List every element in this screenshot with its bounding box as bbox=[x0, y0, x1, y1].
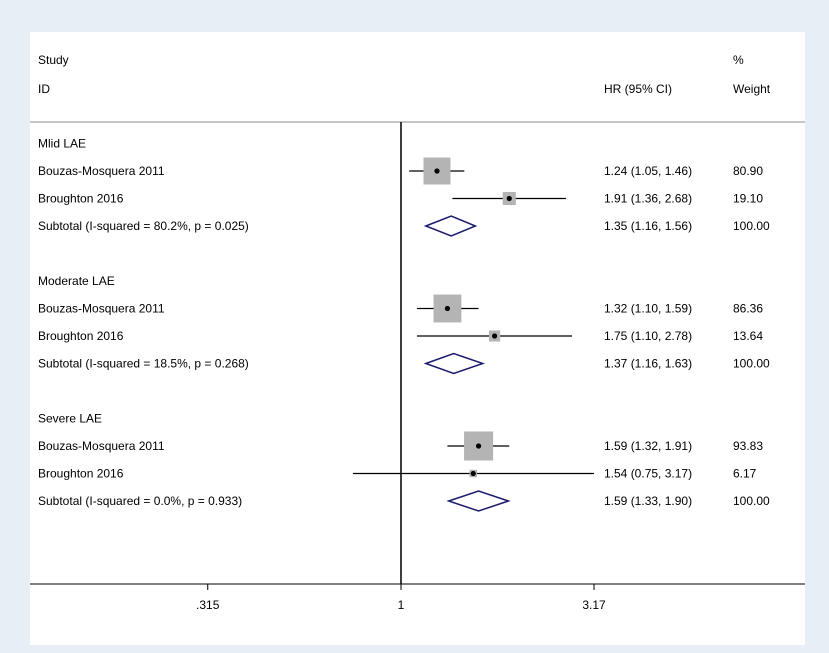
weight-value: 19.10 bbox=[733, 192, 763, 206]
subtotal-row: Subtotal (I-squared = 0.0%, p = 0.933) 1.… bbox=[38, 490, 770, 512]
point-estimate bbox=[470, 470, 476, 477]
study-id: Broughton 2016 bbox=[38, 329, 124, 343]
effect-value: 1.91 (1.36, 2.68) bbox=[604, 192, 692, 206]
study-id: Bouzas-Mosquera 2011 bbox=[38, 302, 165, 316]
study-row: Bouzas-Mosquera 2011 1.32 (1.10, 1.59) 86.… bbox=[38, 294, 763, 323]
subtotal-row: Subtotal (I-squared = 18.5%, p = 0.268) 1… bbox=[38, 352, 770, 375]
effect-value: 1.59 (1.32, 1.91) bbox=[604, 439, 692, 453]
study-id: Bouzas-Mosquera 2011 bbox=[38, 164, 165, 178]
subtotal-diamond bbox=[423, 352, 486, 375]
x-tick-label: 3.17 bbox=[582, 598, 606, 612]
x-tick-label: 1 bbox=[398, 598, 405, 612]
study-id: Broughton 2016 bbox=[38, 467, 124, 481]
subgroup-label: Mlid LAE bbox=[38, 137, 86, 151]
point-estimate bbox=[475, 443, 482, 449]
study-row: Bouzas-Mosquera 2011 1.24 (1.05, 1.46) 80.… bbox=[38, 157, 763, 185]
subtotal-effect-value: 1.35 (1.16, 1.56) bbox=[604, 219, 692, 233]
point-estimate bbox=[506, 195, 512, 202]
subtotal-weight-value: 100.00 bbox=[733, 219, 770, 233]
subtotal-diamond bbox=[446, 490, 511, 512]
study-row: Broughton 2016 1.91 (1.36, 2.68) 19.10 bbox=[38, 192, 763, 206]
table-header: Study ID HR (95% CI) % Weight bbox=[30, 53, 805, 123]
weight-value: 93.83 bbox=[733, 439, 763, 453]
x-tick-label: .315 bbox=[196, 598, 220, 612]
forest-rows: Mlid LAE Bouzas-Mosquera 2011 1.24 (1.05, … bbox=[38, 137, 770, 512]
header-study: Study bbox=[38, 53, 69, 67]
study-row: Broughton 2016 1.75 (1.10, 2.78) 13.64 bbox=[38, 329, 763, 343]
effect-value: 1.24 (1.05, 1.46) bbox=[604, 164, 692, 178]
header-percent: % bbox=[733, 53, 744, 67]
study-row: Bouzas-Mosquera 2011 1.59 (1.32, 1.91) 93.… bbox=[38, 431, 763, 461]
header-weight: Weight bbox=[733, 82, 771, 96]
weight-value: 86.36 bbox=[733, 302, 763, 316]
study-id: Bouzas-Mosquera 2011 bbox=[38, 439, 165, 453]
header-effect: HR (95% CI) bbox=[604, 82, 672, 96]
point-estimate bbox=[434, 168, 440, 174]
subgroup-2: Moderate LAE Bouzas-Mosquera 2011 1.32 (1.… bbox=[38, 274, 770, 375]
x-axis: .315 1 3.17 bbox=[30, 583, 805, 612]
subtotal-label: Subtotal (I-squared = 0.0%, p = 0.933) bbox=[38, 494, 242, 508]
subtotal-label: Subtotal (I-squared = 80.2%, p = 0.025) bbox=[38, 219, 249, 233]
subgroup-label: Severe LAE bbox=[38, 412, 102, 426]
weight-value: 13.64 bbox=[733, 329, 763, 343]
plot-panel bbox=[30, 32, 805, 645]
point-estimate bbox=[444, 305, 451, 312]
subtotal-effect-value: 1.37 (1.16, 1.63) bbox=[604, 357, 692, 371]
subtotal-label: Subtotal (I-squared = 18.5%, p = 0.268) bbox=[38, 357, 249, 371]
weight-value: 6.17 bbox=[733, 467, 757, 481]
subgroup-3: Severe LAE Bouzas-Mosquera 2011 1.59 (1.32… bbox=[38, 412, 770, 512]
subtotal-effect-value: 1.59 (1.33, 1.90) bbox=[604, 494, 692, 508]
effect-value: 1.54 (0.75, 3.17) bbox=[604, 467, 692, 481]
effect-value: 1.75 (1.10, 2.78) bbox=[604, 329, 692, 343]
subtotal-weight-value: 100.00 bbox=[733, 494, 770, 508]
weight-value: 80.90 bbox=[733, 164, 763, 178]
subtotal-weight-value: 100.00 bbox=[733, 357, 770, 371]
subgroup-1: Mlid LAE Bouzas-Mosquera 2011 1.24 (1.05, … bbox=[38, 137, 770, 237]
point-estimate bbox=[492, 333, 498, 339]
study-row: Broughton 2016 1.54 (0.75, 3.17) 6.17 bbox=[38, 467, 757, 481]
subgroup-label: Moderate LAE bbox=[38, 274, 115, 288]
header-id: ID bbox=[38, 82, 50, 96]
subtotal-diamond bbox=[423, 215, 478, 237]
subtotal-row: Subtotal (I-squared = 80.2%, p = 0.025) 1… bbox=[38, 215, 770, 237]
effect-value: 1.32 (1.10, 1.59) bbox=[604, 302, 692, 316]
study-id: Broughton 2016 bbox=[38, 192, 124, 206]
